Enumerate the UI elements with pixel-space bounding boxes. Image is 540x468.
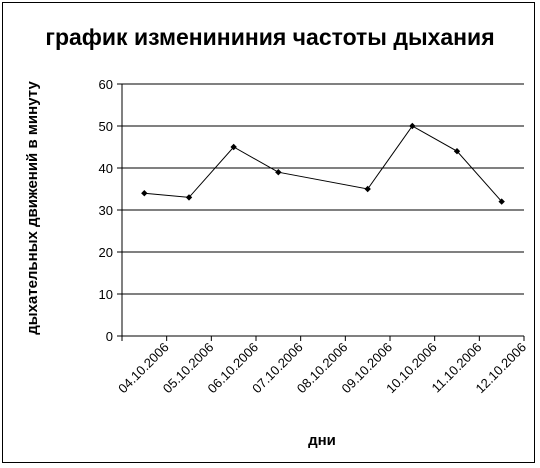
data-series bbox=[141, 122, 505, 205]
data-point-marker bbox=[409, 122, 416, 130]
y-tick-labels: 0 10 20 30 40 50 60 bbox=[99, 77, 113, 344]
axes bbox=[117, 83, 525, 341]
data-point-marker bbox=[141, 190, 148, 197]
y-tick-label: 20 bbox=[99, 245, 113, 260]
y-tick-label: 10 bbox=[99, 287, 113, 302]
x-axis-title: дни bbox=[308, 432, 336, 449]
series-line bbox=[144, 125, 503, 202]
data-point-marker bbox=[185, 194, 193, 201]
y-tick-label: 60 bbox=[99, 77, 113, 92]
data-point-marker bbox=[275, 169, 282, 176]
data-point-marker bbox=[230, 143, 237, 151]
x-tick-labels: 04.10.200605.10.200606.10.200607.10.2006… bbox=[115, 340, 529, 397]
y-tick-label: 0 bbox=[106, 329, 113, 344]
y-tick-label: 40 bbox=[99, 161, 113, 176]
y-tick-label: 50 bbox=[99, 119, 113, 134]
data-point-marker bbox=[453, 148, 461, 155]
chart-frame bbox=[2, 2, 535, 463]
chart-title: график изменининия частоты дыхания bbox=[45, 24, 494, 50]
y-axis-title: дыхательных движений в минуту bbox=[24, 81, 41, 335]
data-point-marker bbox=[498, 198, 505, 205]
gridlines bbox=[122, 83, 524, 295]
y-tick-label: 30 bbox=[99, 203, 113, 218]
data-point-marker bbox=[364, 185, 371, 193]
